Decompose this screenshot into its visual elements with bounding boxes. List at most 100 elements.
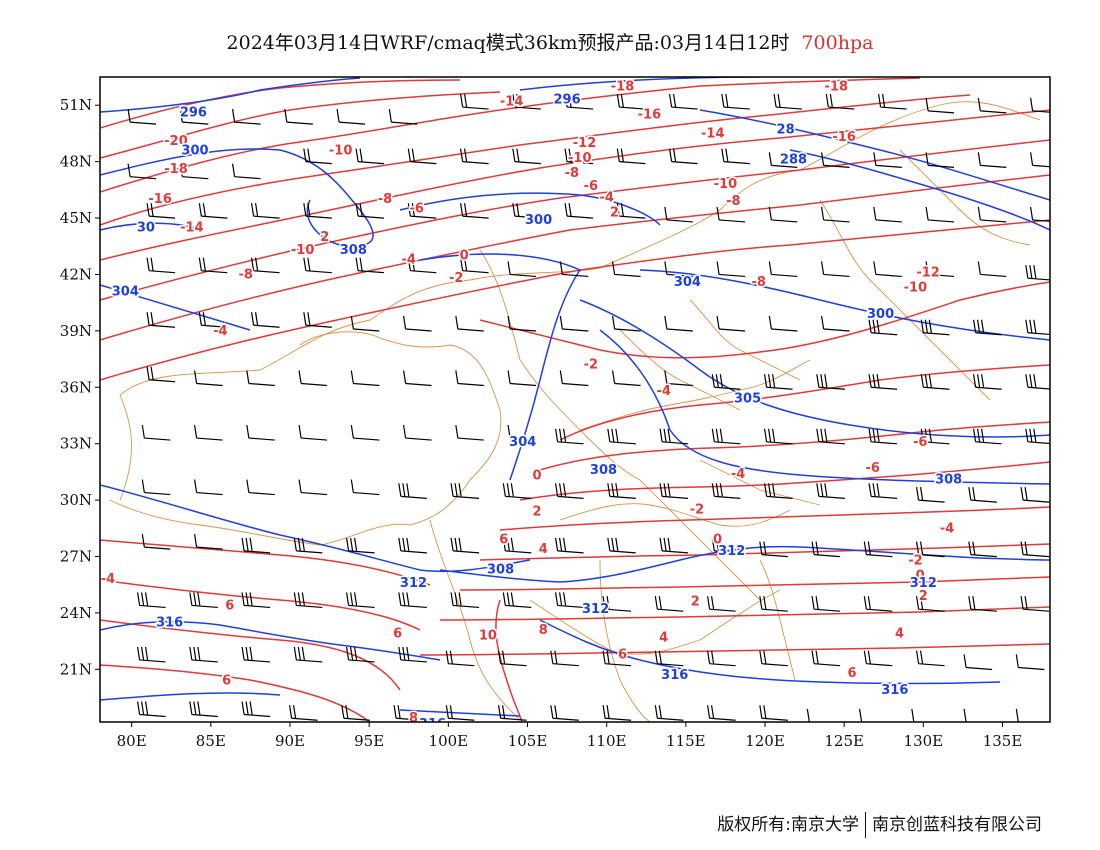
wind-barb [873, 206, 902, 223]
wind-barb [654, 705, 684, 721]
wind-barb [1020, 541, 1050, 558]
wind-barb [668, 148, 698, 165]
wind-barb [768, 261, 798, 278]
lat-tick-label: 42N [60, 265, 92, 283]
wind-barb [877, 93, 907, 110]
wind-barb [768, 152, 798, 168]
wind-barb [721, 93, 750, 110]
wind-barb [759, 541, 788, 558]
temperature-label: -10 [329, 143, 353, 158]
wind-barb [179, 163, 209, 180]
wind-barb [554, 428, 584, 445]
wind-barb [303, 203, 332, 219]
wind-barb [512, 203, 541, 219]
wind-barb [246, 370, 275, 387]
wind-barb [863, 541, 893, 558]
wind-barb [706, 650, 736, 667]
temperature-label: -4 [940, 521, 954, 536]
wind-barb [820, 261, 850, 278]
wind-barb [231, 109, 261, 125]
height-label: 316 [881, 683, 908, 698]
wind-barb [920, 428, 950, 445]
temperature-label: -10 [568, 151, 592, 166]
wind-barb [445, 705, 475, 721]
wind-barb [512, 93, 541, 110]
wind-barb [241, 592, 271, 609]
wind-barb [241, 701, 271, 718]
height-label: 316 [419, 717, 446, 732]
wind-barb [402, 315, 432, 332]
wind-barb [402, 370, 432, 387]
wind-barb [820, 152, 850, 168]
wind-barb [873, 261, 902, 278]
temperature-label: -16 [638, 108, 662, 123]
wind-barb [706, 596, 736, 612]
wind-barb [868, 374, 898, 390]
wind-barb [654, 596, 684, 612]
wind-barb [507, 370, 537, 387]
wind-barb [350, 315, 380, 332]
height-label: 316 [156, 615, 183, 630]
wind-barb [345, 646, 375, 663]
wind-barb [607, 483, 636, 499]
height-label: 312 [400, 576, 427, 591]
wind-barb [759, 705, 788, 721]
wind-barb [1020, 487, 1050, 503]
wind-barb [559, 315, 589, 332]
wind-barb [450, 483, 480, 499]
wind-barb [388, 109, 418, 125]
wind-barb [811, 650, 841, 667]
temperature-label: 4 [539, 542, 548, 557]
wind-barb [602, 650, 632, 667]
wind-barb [977, 152, 1007, 168]
temperature-label: -16 [832, 130, 856, 145]
lon-tick-label: 135E [983, 732, 1023, 750]
wind-barb [611, 315, 641, 332]
lon-tick-label: 105E [508, 732, 548, 750]
wind-barbs [127, 93, 1050, 722]
lat-tick-label: 36N [60, 378, 92, 396]
wind-barb [459, 93, 489, 110]
temperature-label: 6 [225, 598, 234, 613]
wind-barb [559, 370, 589, 387]
wind-barb [554, 537, 584, 554]
wind-barb [911, 708, 922, 722]
temperature-label: 8 [409, 711, 418, 726]
footer-divider [865, 812, 866, 838]
wind-barb [231, 163, 261, 180]
wind-barb [554, 483, 584, 499]
wind-barb [293, 646, 323, 663]
latitude-axis: 51N 48N 45N 42N 39N 36N 33N 30N 27N 24N 21N [60, 96, 100, 678]
wind-barb [811, 596, 841, 612]
wind-barb [146, 366, 176, 383]
wind-barb [450, 592, 480, 609]
wind-barb [972, 428, 1002, 445]
temperature-label: -16 [148, 192, 172, 207]
wind-barb [925, 152, 955, 168]
temperature-label: -4 [101, 572, 115, 587]
lat-tick-label: 51N [60, 96, 92, 114]
wind-barb [659, 483, 689, 499]
temperature-label: -14 [701, 126, 725, 141]
wind-barb [968, 541, 997, 558]
wind-barb [402, 424, 432, 441]
wind-barb [250, 203, 280, 219]
lon-tick-label: 120E [745, 732, 785, 750]
wind-barb [1029, 206, 1050, 222]
wind-barb [759, 596, 788, 612]
wind-barb [246, 424, 275, 441]
wind-barb [925, 206, 955, 223]
wind-barb [298, 370, 328, 387]
temperature-label: 0 [713, 533, 722, 548]
height-label: 312 [718, 544, 745, 559]
lon-tick-label: 115E [666, 732, 706, 750]
wind-barb [450, 537, 480, 554]
wind-barb [773, 93, 803, 110]
wind-barb [298, 479, 328, 496]
wind-barb [768, 315, 798, 332]
wind-barb [968, 487, 997, 503]
wind-barb [564, 93, 594, 110]
lon-tick-label: 100E [429, 732, 469, 750]
temperature-label: -8 [565, 166, 579, 181]
